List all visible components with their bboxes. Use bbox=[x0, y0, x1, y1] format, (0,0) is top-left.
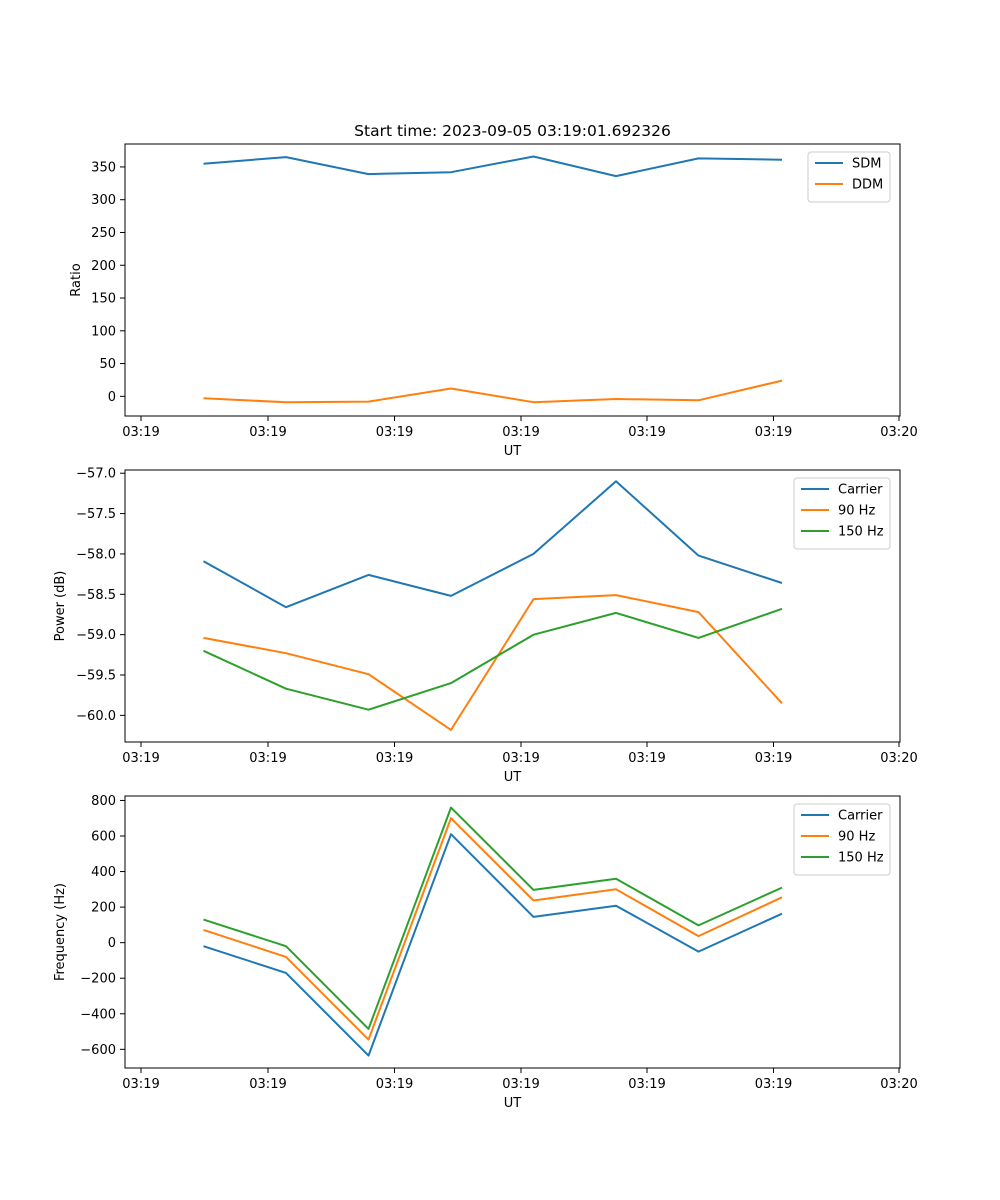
y-tick-label: −57.0 bbox=[76, 467, 116, 482]
x-tick-label: 03:20 bbox=[880, 751, 917, 766]
legend-label: 150 Hz bbox=[838, 851, 884, 866]
y-tick-label: 800 bbox=[91, 794, 116, 809]
legend: Carrier 90 Hz 150 Hz bbox=[793, 803, 891, 876]
x-tick-label: 03:19 bbox=[755, 751, 792, 766]
legend-label: 90 Hz bbox=[838, 830, 875, 845]
y-tick-label: 600 bbox=[91, 830, 116, 845]
series-line-90-hz bbox=[203, 594, 783, 731]
y-tick-label: 350 bbox=[91, 160, 116, 175]
y-tick-label: 400 bbox=[91, 865, 116, 880]
legend: SDM DDM bbox=[807, 151, 891, 203]
x-tick-label: 03:19 bbox=[628, 425, 665, 440]
y-tick-label: 200 bbox=[91, 259, 116, 274]
x-tick-label: 03:19 bbox=[502, 425, 539, 440]
subplot-3: 03:19 03:19 03:19 03:19 03:19 03:19 03:20 −600 −… bbox=[53, 794, 918, 1111]
y-tick-label: 50 bbox=[99, 357, 116, 372]
series-line-carrier bbox=[203, 833, 783, 1057]
y-tick-label: −600 bbox=[80, 1043, 116, 1058]
x-tick-label: 03:19 bbox=[376, 1077, 413, 1092]
legend-label: 90 Hz bbox=[838, 504, 875, 519]
x-tick-label: 03:19 bbox=[502, 751, 539, 766]
x-axis-label: UT bbox=[504, 1096, 522, 1111]
legend-label: SDM bbox=[852, 157, 881, 172]
x-tick-label: 03:19 bbox=[628, 751, 665, 766]
x-tick-label: 03:19 bbox=[249, 751, 286, 766]
series-line-ddm bbox=[203, 379, 783, 404]
axes-frame bbox=[124, 795, 901, 1069]
series-line-carrier bbox=[203, 480, 783, 609]
series-line-150-hz bbox=[203, 607, 783, 711]
y-tick-label: 100 bbox=[91, 324, 116, 339]
legend-label: Carrier bbox=[838, 483, 883, 498]
y-tick-label: −59.0 bbox=[76, 628, 116, 643]
x-tick-label: 03:19 bbox=[122, 751, 159, 766]
axes-frame bbox=[124, 469, 901, 743]
x-tick-label: 03:19 bbox=[122, 1077, 159, 1092]
y-tick-label: 250 bbox=[91, 226, 116, 241]
y-tick-label: 150 bbox=[91, 292, 116, 307]
y-tick-label: 300 bbox=[91, 193, 116, 208]
y-tick-label: −60.0 bbox=[76, 709, 116, 724]
y-tick-label: −57.5 bbox=[76, 507, 116, 522]
y-tick-label: −59.5 bbox=[76, 669, 116, 684]
x-tick-label: 03:20 bbox=[880, 425, 917, 440]
x-tick-label: 03:19 bbox=[249, 1077, 286, 1092]
y-axis-label: Ratio bbox=[69, 263, 84, 296]
legend-label: 150 Hz bbox=[838, 525, 884, 540]
legend-label: Carrier bbox=[838, 809, 883, 824]
subplot-1: Start time: 2023-09-05 03:19:01.69232603… bbox=[69, 122, 918, 459]
legend: Carrier 90 Hz 150 Hz bbox=[793, 477, 891, 550]
x-tick-label: 03:19 bbox=[249, 425, 286, 440]
y-tick-label: −200 bbox=[80, 972, 116, 987]
x-axis-label: UT bbox=[504, 444, 522, 459]
series-line-150-hz bbox=[203, 806, 783, 1030]
x-tick-label: 03:19 bbox=[755, 1077, 792, 1092]
series-line-sdm bbox=[203, 155, 783, 178]
subplot-2: 03:19 03:19 03:19 03:19 03:19 03:19 03:20 −60.0… bbox=[53, 467, 918, 785]
y-tick-label: 0 bbox=[108, 936, 116, 951]
series-line-90-hz bbox=[203, 817, 783, 1041]
y-tick-label: 0 bbox=[108, 390, 116, 405]
x-tick-label: 03:19 bbox=[502, 1077, 539, 1092]
legend-box bbox=[807, 151, 891, 203]
x-tick-label: 03:20 bbox=[880, 1077, 917, 1092]
y-axis-label: Frequency (Hz) bbox=[53, 883, 68, 981]
chart-title: Start time: 2023-09-05 03:19:01.692326 bbox=[354, 122, 671, 140]
y-tick-label: −400 bbox=[80, 1007, 116, 1022]
x-tick-label: 03:19 bbox=[376, 751, 413, 766]
axes-frame bbox=[124, 143, 901, 417]
x-tick-label: 03:19 bbox=[122, 425, 159, 440]
x-axis-label: UT bbox=[504, 770, 522, 785]
x-tick-label: 03:19 bbox=[628, 1077, 665, 1092]
y-axis-label: Power (dB) bbox=[53, 571, 68, 642]
y-tick-label: −58.5 bbox=[76, 588, 116, 603]
legend-label: DDM bbox=[852, 178, 883, 193]
x-tick-label: 03:19 bbox=[376, 425, 413, 440]
y-tick-label: −58.0 bbox=[76, 547, 116, 562]
y-tick-label: 200 bbox=[91, 901, 116, 916]
x-tick-label: 03:19 bbox=[755, 425, 792, 440]
